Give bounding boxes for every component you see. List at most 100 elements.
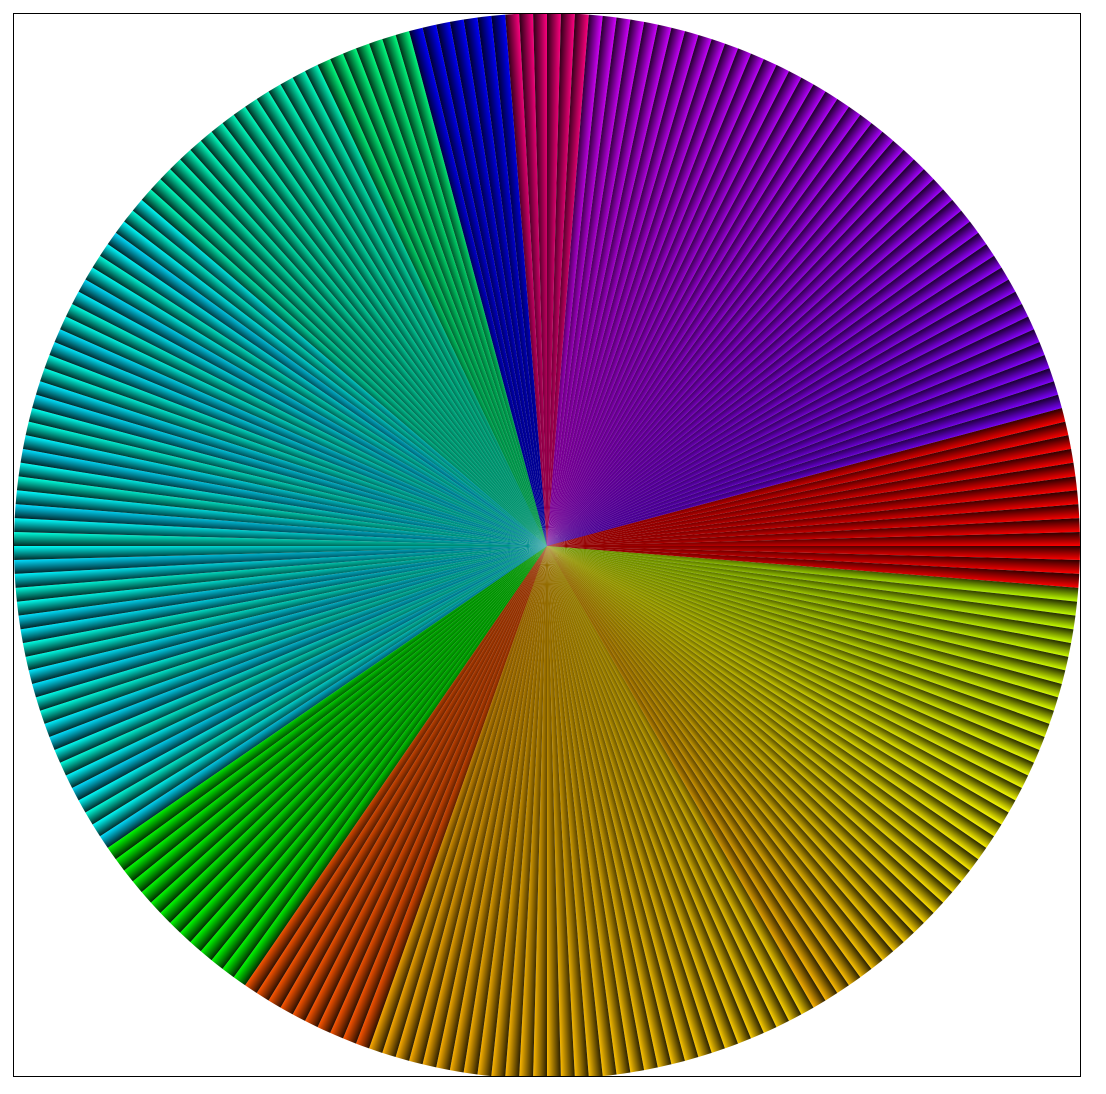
wheel-wedge [547,255,1002,546]
wheel-wedge [547,546,944,913]
wheel-wedge [355,546,547,1049]
wheel-wedge [190,140,547,546]
wheel-wedge [28,408,548,546]
wheel-wedge [14,504,548,546]
wheel-wedge [547,546,826,1008]
wheel-wedge [547,546,970,882]
wheel-wedge [547,546,645,1073]
wheel-wedge [547,546,561,1076]
wheel-wedge [35,381,547,546]
wheel-wedge [211,123,547,546]
image-frame [13,13,1081,1077]
wheel-wedge [436,21,547,547]
wheel-wedge [547,546,953,903]
wheel-wedge [200,546,547,961]
wheel-wedge [547,546,685,1065]
wheel-wedge [547,408,1066,546]
wheel-wedge [547,316,1034,546]
wheel-wedge [211,546,547,969]
wheel-wedge [92,546,547,837]
wheel-wedge [547,546,699,1061]
wheel-wedge [547,546,979,871]
wheel-wedge [547,546,1022,801]
wheel-wedge [14,546,548,588]
wheel-wedge [547,421,1069,546]
wheel-wedge [547,189,953,546]
wheel-wedge [72,291,547,546]
wheel-wedge [330,546,547,1039]
wheel-wedge [85,267,547,546]
wheel-wedge [547,91,838,546]
wheel-wedge [343,546,547,1044]
wheel-wedge [280,77,547,546]
wheel-wedge [32,394,548,546]
wheel-wedge [99,546,548,848]
wheel-wedge [305,546,547,1028]
wheel-wedge [547,546,1078,616]
wheel-wedge [54,329,547,546]
wheel-wedge [547,15,617,547]
wheel-wedge [382,34,547,546]
wheel-wedge [547,354,1050,546]
wheel-wedge [395,546,547,1061]
wheel-wedge [547,546,712,1058]
wheel-wedge [280,546,547,1015]
wheel-wedge [409,546,547,1065]
wheel-wedge [99,244,548,547]
wheel-wedge [547,546,603,1076]
wheel-wedge [170,546,548,933]
wheel-wedge [547,546,1029,788]
wheel-wedge [505,14,547,546]
wheel-wedge [141,189,547,546]
wheel-wedge [547,546,924,933]
wheel-wedge [547,98,849,547]
wheel-wedge [547,17,631,547]
wheel-wedge [547,267,1009,546]
wheel-wedge [477,15,547,547]
wheel-wedge [150,179,547,547]
wheel-wedge [547,291,1022,546]
wheel-wedge [547,546,1080,588]
wheel-wedge [519,14,547,546]
wheel-wedge [547,546,814,1015]
wheel-wedge [547,546,962,893]
wheel-wedge [547,21,658,547]
wheel-wedge [547,14,561,546]
wheel-wedge [491,14,547,546]
wheel-wedge [35,546,547,711]
wheel-wedge [547,149,914,546]
wheel-wedge [547,39,725,547]
wheel-wedge [547,342,1045,546]
wheel-wedge [18,462,548,546]
wheel-wedge [141,546,547,903]
wheel-wedge [547,546,1076,630]
wheel-wedge [547,53,764,546]
wheel-wedge [547,546,1050,738]
wheel-wedge [14,546,548,574]
wheel-wedge [547,546,1079,602]
wheel-wedge [547,518,1080,546]
wheel-wedge [78,279,547,546]
wheel-wedge [40,368,548,546]
wheel-wedge [180,149,548,546]
wheel-wedge [547,140,904,546]
wheel-wedge [292,546,547,1021]
wheel-wedge [20,448,548,546]
wheel-wedge [519,546,547,1076]
wheel-wedge [547,546,1054,724]
wheel-wedge [547,221,979,546]
wheel-wedge [547,48,751,547]
wheel-wedge [547,64,789,547]
wheel-wedge [547,546,1080,574]
wheel-wedge [547,546,914,943]
wheel-wedge [547,546,1016,813]
wheel-wedge [20,546,548,644]
wheel-wedge [32,546,548,698]
wheel-wedge [547,546,617,1076]
wheel-wedge [256,91,547,546]
wheel-wedge [547,546,575,1076]
wheel-wedge [245,546,548,994]
wheel-wedge [132,199,547,546]
wheel-wedge [54,546,547,763]
wheel-wedge [463,546,547,1075]
